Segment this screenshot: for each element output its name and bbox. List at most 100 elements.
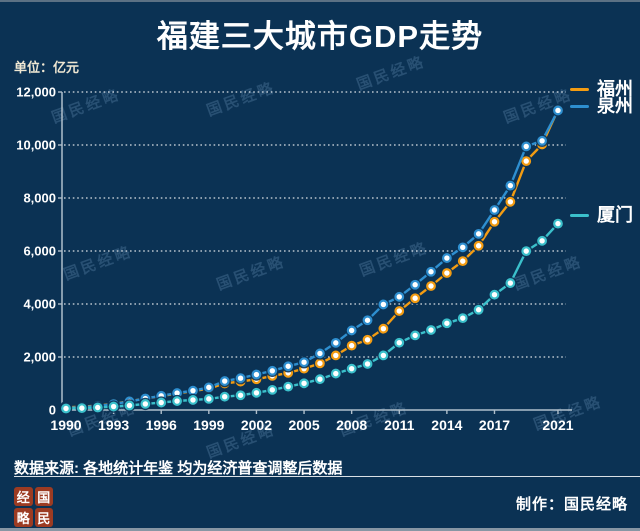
legend-dash-icon (570, 87, 589, 91)
credit-label: 制作：国民经略 (515, 496, 628, 513)
marker-quanzhou-2002 (251, 369, 262, 380)
bottom-edge-line (0, 528, 640, 531)
top-edge-line (0, 0, 640, 2)
legend-label: 泉州 (597, 96, 633, 116)
x-axis-label-1996: 1996 (145, 417, 177, 433)
y-axis-label-8000: 8,000 (23, 190, 56, 206)
marker-quanzhou-2001 (235, 373, 246, 384)
marker-xiamen-2007 (330, 368, 341, 379)
footer-divider (14, 476, 640, 477)
marker-xiamen-1990 (61, 403, 71, 414)
marker-fuzhou-2019 (521, 156, 532, 167)
marker-xiamen-2015 (457, 313, 468, 324)
marker-xiamen-2001 (235, 390, 246, 401)
legend-label: 厦门 (597, 205, 633, 225)
marker-quanzhou-2000 (219, 376, 230, 386)
marker-xiamen-2018 (505, 278, 516, 288)
marker-quanzhou-2009 (362, 315, 373, 326)
marker-quanzhou-2008 (346, 325, 357, 336)
publisher-seal: 经国略民 (14, 487, 53, 527)
marker-xiamen-1993 (108, 401, 119, 412)
marker-fuzhou-2014 (441, 268, 452, 278)
marker-xiamen-1996 (156, 397, 167, 408)
marker-quanzhou-2004 (283, 361, 294, 372)
data-source-note: 数据来源: 各地统计年鉴 均为经济普查调整后数据 (14, 460, 343, 477)
marker-fuzhou-2009 (362, 334, 373, 345)
marker-xiamen-1995 (140, 399, 151, 409)
marker-fuzhou-2016 (473, 240, 484, 251)
marker-xiamen-2000 (219, 391, 230, 402)
marker-fuzhou-2011 (394, 306, 405, 316)
legend-dash-icon (570, 213, 589, 217)
x-axis-label-2014: 2014 (431, 417, 463, 433)
marker-xiamen-2021 (553, 218, 563, 229)
marker-quanzhou-1998 (188, 385, 198, 396)
marker-fuzhou-2018 (505, 196, 516, 207)
page-title: 福建三大城市GDP走势 (156, 19, 484, 54)
marker-xiamen-1992 (92, 402, 103, 413)
marker-fuzhou-2017 (489, 216, 500, 227)
marker-xiamen-2006 (315, 374, 325, 385)
marker-xiamen-1997 (172, 396, 182, 406)
marker-quanzhou-2012 (410, 279, 421, 290)
seal-char-1: 经 (14, 487, 33, 506)
marker-xiamen-2005 (299, 378, 309, 389)
y-axis-label-0: 0 (48, 402, 56, 418)
marker-quanzhou-2005 (299, 357, 309, 368)
legend-item-xiamen: 厦门 (570, 206, 633, 224)
x-axis-label-2017: 2017 (478, 417, 511, 433)
marker-xiamen-1998 (188, 395, 198, 405)
legend-item-fuzhou: 福州 (570, 80, 633, 98)
marker-fuzhou-2010 (378, 323, 389, 334)
marker-quanzhou-2015 (457, 242, 468, 253)
marker-xiamen-1994 (124, 400, 135, 411)
marker-quanzhou-2021 (553, 105, 563, 116)
x-axis-label-2011: 2011 (384, 417, 415, 433)
legend-label: 福州 (597, 79, 633, 99)
y-axis-label-4000: 4,000 (23, 296, 56, 312)
unit-label: 单位：亿元 (14, 60, 80, 75)
marker-fuzhou-2013 (426, 281, 436, 291)
y-axis-label-12000: 12,000 (16, 84, 56, 100)
seal-char-3: 略 (14, 508, 33, 527)
marker-xiamen-2011 (394, 337, 405, 348)
marker-xiamen-2017 (489, 289, 500, 300)
marker-xiamen-1999 (203, 393, 214, 404)
x-axis-label-2002: 2002 (240, 417, 273, 433)
marker-quanzhou-2019 (521, 141, 532, 152)
marker-xiamen-2014 (441, 318, 452, 329)
line-fuzhou (64, 108, 560, 409)
y-axis-label-6000: 6,000 (23, 243, 56, 259)
marker-xiamen-2019 (521, 246, 532, 257)
marker-quanzhou-2006 (315, 348, 325, 359)
marker-quanzhou-2003 (267, 365, 278, 376)
marker-fuzhou-2008 (346, 340, 357, 351)
marker-quanzhou-2017 (489, 205, 500, 215)
seal-char-2: 国 (34, 487, 53, 506)
marker-quanzhou-2014 (441, 253, 452, 263)
marker-xiamen-2016 (473, 304, 484, 315)
marker-xiamen-2009 (362, 359, 373, 369)
marker-xiamen-2010 (378, 350, 389, 361)
line-quanzhou (64, 109, 560, 410)
marker-quanzhou-2020 (537, 135, 547, 146)
marker-fuzhou-2007 (330, 350, 341, 361)
x-axis-label-2008: 2008 (336, 417, 368, 433)
marker-xiamen-2013 (426, 325, 436, 335)
legend-dash-icon (570, 104, 589, 108)
marker-quanzhou-2016 (473, 228, 484, 239)
x-axis-label-2021: 2021 (542, 417, 574, 433)
x-axis-label-1990: 1990 (50, 417, 82, 433)
y-axis-label-2000: 2,000 (23, 349, 56, 365)
marker-xiamen-2004 (283, 381, 294, 392)
x-axis-label-2005: 2005 (288, 417, 320, 433)
seal-char-4: 民 (34, 508, 53, 527)
marker-quanzhou-2011 (394, 291, 405, 302)
marker-xiamen-2020 (537, 235, 547, 246)
marker-xiamen-2008 (346, 363, 357, 374)
marker-quanzhou-1999 (203, 382, 214, 393)
y-axis-label-10000: 10,000 (16, 137, 56, 153)
marker-quanzhou-2013 (426, 266, 436, 277)
